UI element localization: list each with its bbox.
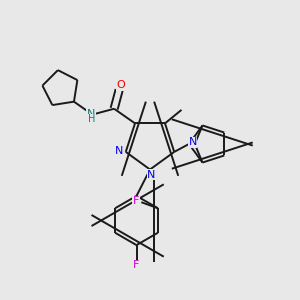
Text: H: H	[88, 114, 95, 124]
Text: O: O	[116, 80, 125, 90]
Text: N: N	[115, 146, 123, 156]
Text: F: F	[133, 196, 139, 206]
Text: F: F	[133, 260, 140, 271]
Text: N: N	[147, 170, 156, 180]
Text: N: N	[87, 109, 95, 119]
Text: N: N	[188, 137, 197, 147]
